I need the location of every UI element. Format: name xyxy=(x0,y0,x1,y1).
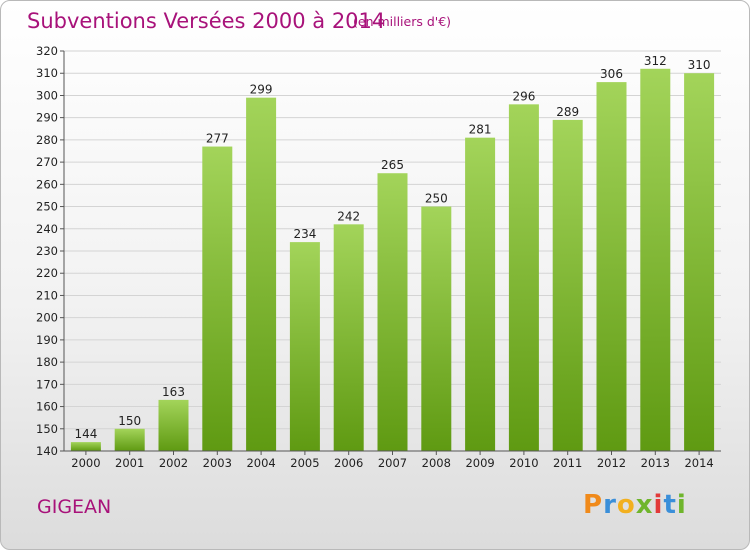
x-tick-label: 2003 xyxy=(203,456,232,470)
chart-units: (en milliers d'€) xyxy=(353,14,452,29)
bar xyxy=(158,399,189,451)
x-tick-label: 2002 xyxy=(159,456,188,470)
y-tick-label: 250 xyxy=(36,200,58,214)
bar-value-label: 163 xyxy=(162,385,185,399)
x-tick-label: 2011 xyxy=(553,456,582,470)
x-tick-label: 2014 xyxy=(684,456,713,470)
y-tick-label: 160 xyxy=(36,400,58,414)
x-tick-label: 2004 xyxy=(246,456,275,470)
y-tick-label: 230 xyxy=(36,244,58,258)
y-tick-label: 190 xyxy=(36,333,58,347)
bar-value-label: 312 xyxy=(644,54,667,68)
x-tick-label: 2001 xyxy=(115,456,144,470)
y-tick-label: 180 xyxy=(36,355,58,369)
proxiti-logo: Proxiti xyxy=(583,490,687,520)
bars: 144 150 163 277 299 234 242 265 250 281 296 289 306 3… xyxy=(70,54,715,452)
bar xyxy=(377,173,408,451)
bar xyxy=(640,68,671,452)
bar-value-label: 144 xyxy=(74,427,97,441)
bar-value-label: 310 xyxy=(688,58,711,72)
logo-letter: o xyxy=(616,490,636,520)
bar-value-label: 150 xyxy=(118,414,141,428)
x-tick-label: 2000 xyxy=(71,456,100,470)
logo-letter: P xyxy=(583,490,604,520)
y-tick-label: 220 xyxy=(36,266,58,280)
bar xyxy=(684,73,715,451)
logo-letter: t xyxy=(663,490,677,520)
y-tick-label: 280 xyxy=(36,133,58,147)
y-tick-label: 310 xyxy=(36,66,58,80)
bar-value-label: 281 xyxy=(469,123,492,137)
y-tick-label: 200 xyxy=(36,311,58,325)
bar xyxy=(202,146,233,452)
y-tick-label: 320 xyxy=(36,44,58,58)
y-tick-label: 290 xyxy=(36,111,58,125)
bar-value-label: 306 xyxy=(600,67,623,81)
y-tick-label: 150 xyxy=(36,422,58,436)
logo-letter: i xyxy=(653,490,664,520)
bar xyxy=(289,242,320,451)
logo-letter: r xyxy=(603,490,617,520)
bar-value-label: 299 xyxy=(250,83,273,97)
bar-value-label: 265 xyxy=(381,158,404,172)
bar xyxy=(333,224,364,451)
x-tick-label: 2009 xyxy=(465,456,494,470)
bar-value-label: 289 xyxy=(556,105,579,119)
x-tick-label: 2013 xyxy=(641,456,670,470)
x-tick-label: 2010 xyxy=(509,456,538,470)
bar xyxy=(508,104,539,451)
y-tick-label: 300 xyxy=(36,88,58,102)
bar xyxy=(114,428,145,451)
y-tick-label: 170 xyxy=(36,377,58,391)
y-tick-label: 240 xyxy=(36,222,58,236)
bar-value-label: 242 xyxy=(337,209,360,223)
y-tick-label: 270 xyxy=(36,155,58,169)
bar xyxy=(246,97,277,452)
x-tick-label: 2007 xyxy=(378,456,407,470)
x-tick-label: 2008 xyxy=(422,456,451,470)
logo-letter: x xyxy=(635,490,654,520)
bar-value-label: 296 xyxy=(512,89,535,103)
x-tick-label: 2006 xyxy=(334,456,363,470)
bar xyxy=(596,82,627,451)
axes: 140 150 160 170 180 190 200 210 220 230 240 250 260 2… xyxy=(36,44,721,470)
bar xyxy=(421,206,452,451)
y-tick-label: 140 xyxy=(36,444,58,458)
y-tick-label: 260 xyxy=(36,177,58,191)
bar-value-label: 277 xyxy=(206,132,229,146)
logo-letter: i xyxy=(676,490,687,520)
chart-title: Subventions Versées 2000 à 2014 xyxy=(27,9,386,33)
bar-value-label: 234 xyxy=(293,227,316,241)
y-tick-label: 210 xyxy=(36,288,58,302)
x-tick-label: 2012 xyxy=(597,456,626,470)
bar xyxy=(70,442,101,451)
bar xyxy=(552,119,583,451)
bar xyxy=(465,137,496,451)
commune-name: GIGEAN xyxy=(37,496,112,518)
bar-value-label: 250 xyxy=(425,192,448,206)
x-tick-label: 2005 xyxy=(290,456,319,470)
